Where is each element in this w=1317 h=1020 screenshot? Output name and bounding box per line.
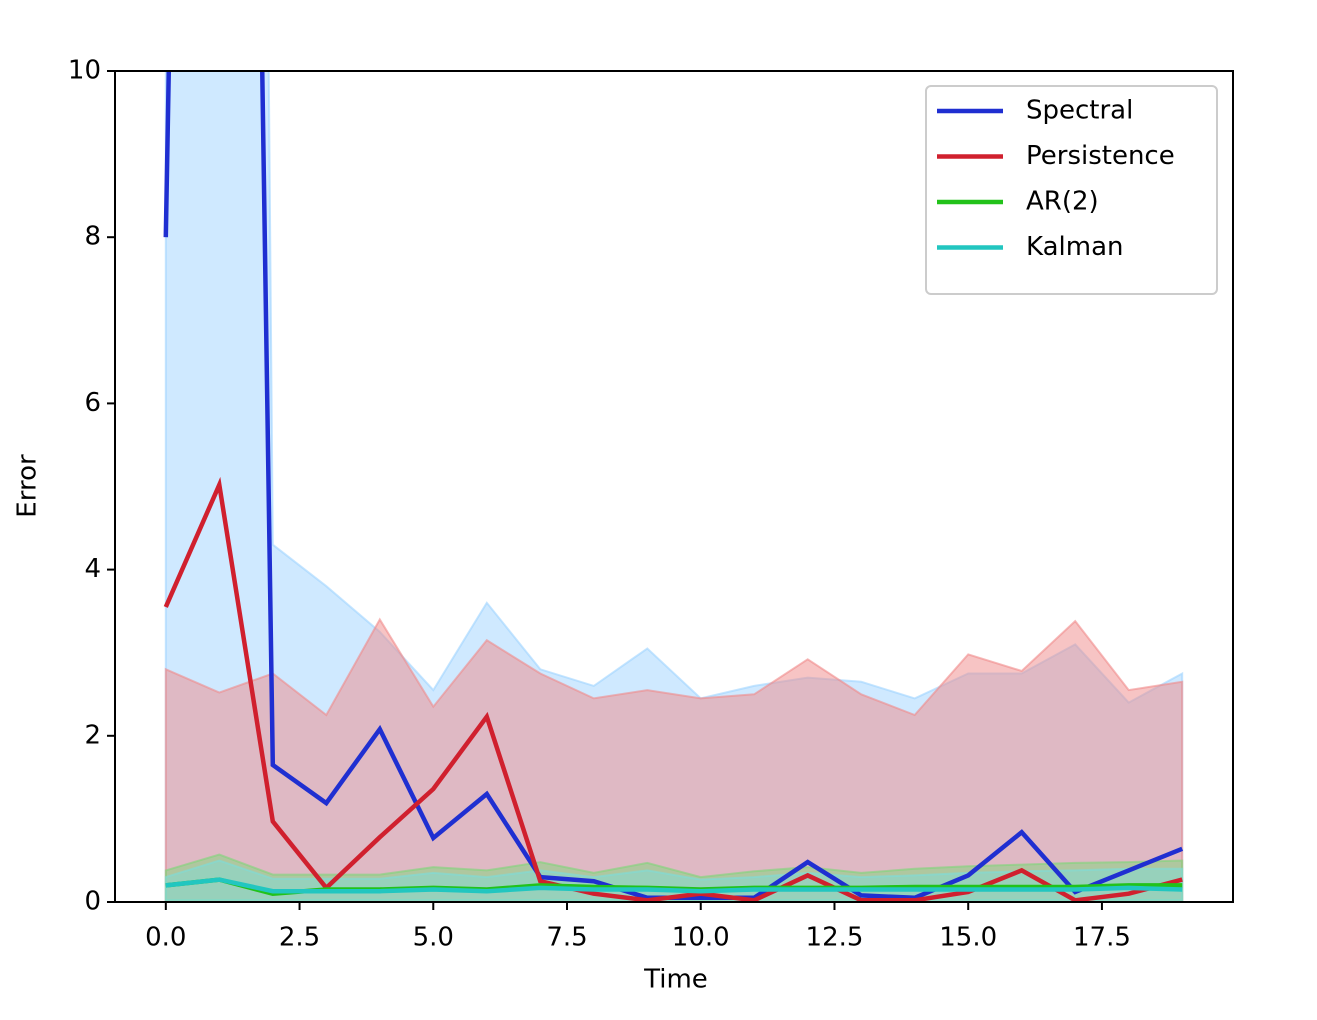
y-tick-label: 6 bbox=[84, 388, 101, 418]
error-band bbox=[164, 617, 1184, 902]
x-tick-label: 10.0 bbox=[672, 923, 730, 953]
legend-label: Persistence bbox=[1026, 141, 1175, 171]
x-axis-label: Time bbox=[643, 965, 708, 995]
y-tick-label: 4 bbox=[84, 554, 101, 584]
legend-label: AR(2) bbox=[1026, 187, 1099, 217]
y-tick-label: 2 bbox=[84, 720, 101, 750]
y-tick-label: 8 bbox=[84, 222, 101, 252]
x-tick-label: 7.5 bbox=[546, 923, 587, 953]
x-tick-label: 5.0 bbox=[413, 923, 454, 953]
y-axis-label: Error bbox=[13, 454, 43, 518]
legend: Spectral Persistence AR(2) Kalman bbox=[925, 85, 1218, 295]
x-tick-label: 12.5 bbox=[806, 923, 864, 953]
x-tick-label: 2.5 bbox=[279, 923, 320, 953]
y-tick-label: 10 bbox=[68, 56, 101, 86]
series-line bbox=[163, 476, 1183, 902]
series-line bbox=[165, 877, 1183, 894]
legend-box bbox=[925, 85, 1218, 295]
plot-area bbox=[163, 71, 1184, 902]
x-tick-label: 17.5 bbox=[1073, 923, 1131, 953]
legend-label: Kalman bbox=[1026, 232, 1124, 262]
axes-frame bbox=[114, 70, 1234, 903]
legend-label: Spectral bbox=[1026, 96, 1133, 126]
x-tick-label: 0.0 bbox=[145, 923, 186, 953]
y-tick-label: 0 bbox=[84, 887, 101, 917]
x-tick-label: 15.0 bbox=[939, 923, 997, 953]
